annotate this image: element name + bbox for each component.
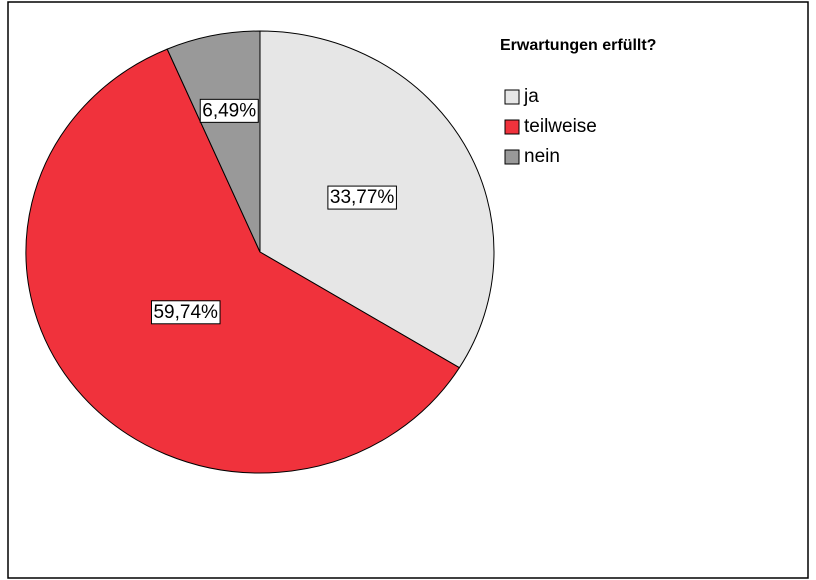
data-label-box [199, 98, 259, 123]
data-label: 59,74% [153, 302, 218, 323]
pie-slice [25, 48, 461, 474]
data-label: 33,77% [330, 187, 395, 208]
legend-swatch [504, 89, 520, 105]
legend-swatch [504, 149, 520, 165]
data-label-box [327, 185, 397, 210]
legend-label: nein [524, 146, 560, 167]
legend-label: ja [523, 86, 539, 107]
legend-swatch [504, 119, 520, 135]
legend-label: teilweise [524, 116, 597, 137]
legend-title: Erwartungen erfüllt? [500, 37, 657, 54]
pie-slice [166, 30, 261, 253]
data-label-box [150, 300, 221, 325]
data-label: 6,49% [202, 100, 256, 121]
